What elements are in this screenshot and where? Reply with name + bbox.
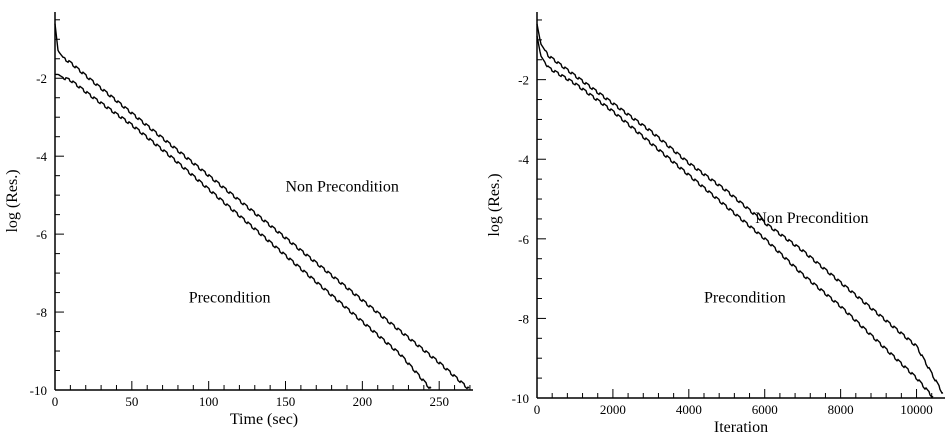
time-chart-x-tick-label: 0: [52, 394, 59, 409]
time-chart-x-tick-label: 100: [199, 394, 219, 409]
time-chart-label-non-precondition: Non Precondition: [286, 178, 399, 195]
iteration-chart-y-tick-label: -6: [518, 232, 529, 247]
time-chart-y-tick-label: -10: [30, 383, 47, 398]
iteration-chart-x-tick-label: 10000: [900, 402, 933, 417]
time-chart-series-non-precondition: [54, 23, 470, 390]
time-chart-x-axis-title: Time (sec): [230, 411, 298, 428]
iteration-chart-x-axis-title: Iteration: [714, 419, 768, 436]
time-chart-x-tick-label: 50: [125, 394, 138, 409]
iteration-chart-series-precondition: [536, 35, 934, 399]
iteration-chart-x-tick-label: 2000: [600, 402, 626, 417]
time-chart-y-tick-label: -6: [36, 227, 47, 242]
iteration-chart-x-tick-label: 6000: [752, 402, 778, 417]
time-chart-series-precondition: [55, 73, 432, 390]
time-chart-x-tick-label: 200: [353, 394, 373, 409]
time-chart-y-tick-label: -4: [36, 149, 47, 164]
iteration-chart-y-axis-title: log (Res.): [486, 173, 503, 236]
time-chart-y-tick-label: -8: [36, 305, 47, 320]
time-chart-y-axis-title: log (Res.): [4, 169, 21, 232]
time-chart-x-tick-label: 150: [276, 394, 296, 409]
iteration-chart-y-tick-label: -2: [518, 73, 529, 88]
iteration-chart-x-tick-label: 0: [534, 402, 541, 417]
iteration-chart-x-tick-label: 8000: [828, 402, 854, 417]
time-chart-x-tick-label: 250: [429, 394, 449, 409]
iteration-chart: 0 2000 4000 6000 8000 10000 -2 -4 -6 -8 -10 Iterati…: [486, 12, 945, 436]
iteration-chart-label-precondition: Precondition: [704, 289, 786, 306]
iteration-chart-series-non-precondition: [536, 23, 944, 394]
iteration-chart-y-tick-label: -10: [512, 391, 529, 406]
time-chart-label-precondition: Precondition: [189, 289, 271, 306]
iteration-chart-label-non-precondition: Non Precondition: [755, 210, 868, 227]
iteration-chart-x-tick-label: 4000: [676, 402, 702, 417]
iteration-chart-y-tick-label: -8: [518, 311, 529, 326]
iteration-chart-y-tick-label: -4: [518, 152, 529, 167]
time-chart: 0 50 100 150 200 250 -2 -4 -6 -8 -10 Time (sec) log …: [4, 12, 473, 428]
time-chart-y-tick-label: -2: [36, 71, 47, 86]
